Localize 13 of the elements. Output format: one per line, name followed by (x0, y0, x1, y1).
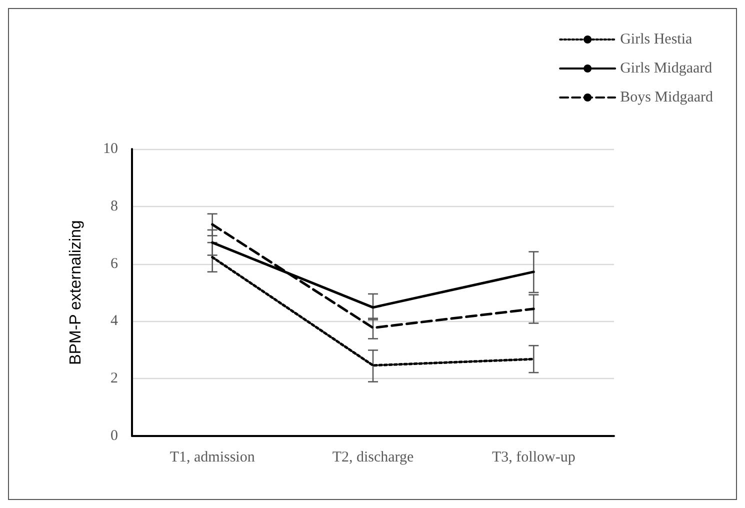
x-tick-label: T2, discharge (332, 450, 414, 466)
y-tick-label: 6 (110, 256, 118, 272)
legend-label: Girls Midgaard (620, 60, 713, 76)
y-tick-label: 4 (110, 313, 118, 330)
y-axis-title: BPM-P externalizing (68, 220, 84, 365)
y-tick-label: 0 (110, 428, 118, 444)
y-tick-label: 10 (103, 141, 118, 157)
legend-label: Girls Hestia (620, 32, 693, 48)
y-tick-label: 2 (110, 370, 118, 387)
y-tick-label: 8 (110, 198, 118, 214)
x-tick-label: T3, follow-up (492, 450, 576, 466)
legend-label: Boys Midgaard (620, 90, 714, 106)
x-tick-label: T1, admission (170, 450, 256, 466)
